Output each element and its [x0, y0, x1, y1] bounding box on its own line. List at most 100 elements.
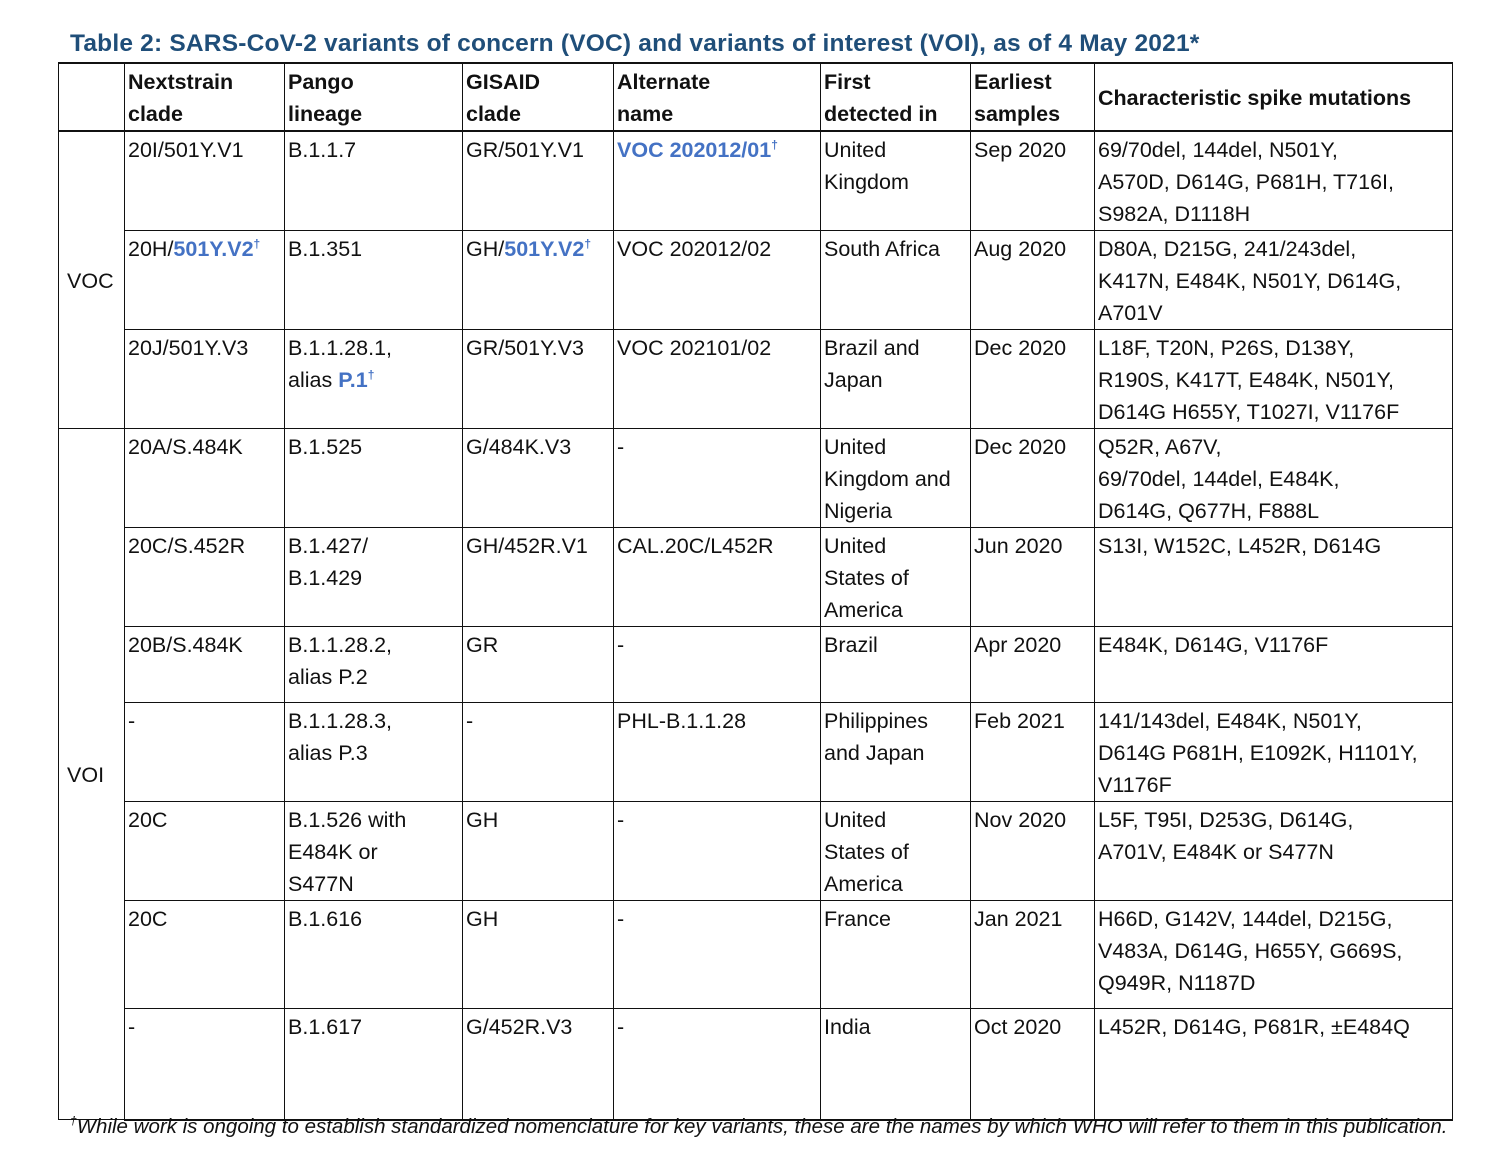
- cell-spike-mutations: S13I, W152C, L452R, D614G: [1094, 527, 1453, 627]
- dagger-mark: †: [584, 236, 592, 251]
- highlighted-name: 501Y.V2: [504, 237, 585, 261]
- table-row: 20C B.1.526 with E484K or S477N GH - United …: [59, 801, 1453, 901]
- header-group: [58, 62, 125, 132]
- cell-pango-lineage: B.1.526 with E484K or S477N: [284, 801, 463, 901]
- cell-pango-lineage: B.1.1.28.3, alias P.3: [284, 702, 463, 802]
- cell-nextstrain-clade: 20A/S.484K: [124, 428, 285, 528]
- cell-earliest-samples: Jun 2020: [970, 527, 1095, 627]
- cell-nextstrain-clade: 20B/S.484K: [124, 626, 285, 703]
- dagger-mark: †: [253, 236, 261, 251]
- cell-first-detected: United Kingdom and Nigeria: [820, 428, 971, 528]
- cell-first-detected: Brazil and Japan: [820, 329, 971, 429]
- cell-spike-mutations: L18F, T20N, P26S, D138Y, R190S, K417T, E…: [1094, 329, 1453, 429]
- dagger-mark: †: [70, 1114, 77, 1129]
- cell-first-detected: India: [820, 1008, 971, 1121]
- cell-nextstrain-clade: 20C: [124, 801, 285, 901]
- cell-pango-lineage: B.1.1.7: [284, 130, 463, 231]
- cell-alternate-name: -: [613, 626, 821, 703]
- header-alternate-name: Alternate name: [613, 62, 821, 132]
- cell-pango-lineage: B.1.1.28.1, alias P.1†: [284, 329, 463, 429]
- cell-nextstrain-clade: -: [124, 1008, 285, 1121]
- cell-alternate-name: PHL-B.1.1.28: [613, 702, 821, 802]
- cell-spike-mutations: 141/143del, E484K, N501Y, D614G P681H, E…: [1094, 702, 1453, 802]
- footnote-text: While work is ongoing to establish stand…: [76, 1115, 1448, 1138]
- cell-spike-mutations: L5F, T95I, D253G, D614G, A701V, E484K or…: [1094, 801, 1453, 901]
- cell-alternate-name: -: [613, 428, 821, 528]
- cell-alternate-name: VOC 202101/02: [613, 329, 821, 429]
- table-row: 20J/501Y.V3 B.1.1.28.1, alias P.1† GR/501Y…: [59, 329, 1453, 429]
- cell-nextstrain-clade: 20C: [124, 900, 285, 1009]
- cell-gisaid-clade: GH/452R.V1: [462, 527, 614, 627]
- cell-first-detected: France: [820, 900, 971, 1009]
- header-pango-lineage: Pango lineage: [284, 62, 463, 132]
- cell-gisaid-clade: G/484K.V3: [462, 428, 614, 528]
- header-row: Nextstrain clade Pango lineage GISAID clad…: [58, 62, 1453, 132]
- cell-gisaid-clade: GH: [462, 900, 614, 1009]
- cell-spike-mutations: D80A, D215G, 241/243del, K417N, E484K, N…: [1094, 230, 1453, 330]
- highlighted-name: P.1: [338, 368, 368, 392]
- highlighted-name: VOC 202012/01: [617, 138, 772, 162]
- cell-spike-mutations: Q52R, A67V, 69/70del, 144del, E484K, D61…: [1094, 428, 1453, 528]
- group-label-voc: VOC: [58, 130, 125, 429]
- cell-nextstrain-clade: 20J/501Y.V3: [124, 329, 285, 429]
- cell-alternate-name: -: [613, 1008, 821, 1121]
- cell-gisaid-clade: GH: [462, 801, 614, 901]
- highlighted-name: 501Y.V2: [173, 237, 254, 261]
- header-gisaid-clade: GISAID clade: [462, 62, 614, 132]
- cell-spike-mutations: 69/70del, 144del, N501Y, A570D, D614G, P…: [1094, 130, 1453, 231]
- cell-text: 20H/: [128, 237, 174, 261]
- cell-gisaid-clade: G/452R.V3: [462, 1008, 614, 1121]
- header-nextstrain-clade: Nextstrain clade: [124, 62, 285, 132]
- cell-gisaid-clade: GR/501Y.V3: [462, 329, 614, 429]
- cell-spike-mutations: E484K, D614G, V1176F: [1094, 626, 1453, 703]
- table-row: 20H/501Y.V2† B.1.351 GH/501Y.V2† VOC 202012…: [59, 230, 1453, 330]
- cell-pango-lineage: B.1.525: [284, 428, 463, 528]
- header-earliest-samples: Earliest samples: [970, 62, 1095, 132]
- cell-earliest-samples: Dec 2020: [970, 428, 1095, 528]
- cell-earliest-samples: Nov 2020: [970, 801, 1095, 901]
- cell-alternate-name: VOC 202012/01†: [613, 130, 821, 231]
- cell-spike-mutations: L452R, D614G, P681R, ±E484Q: [1094, 1008, 1453, 1121]
- table-title: Table 2: SARS-CoV-2 variants of concern …: [70, 30, 1200, 57]
- cell-spike-mutations: H66D, G142V, 144del, D215G, V483A, D614G…: [1094, 900, 1453, 1009]
- group-label-voi: VOI: [58, 428, 125, 1120]
- table-row: VOC 20I/501Y.V1 B.1.1.7 GR/501Y.V1 VOC 20201…: [58, 130, 1453, 429]
- cell-earliest-samples: Jan 2021: [970, 900, 1095, 1009]
- dagger-mark: †: [367, 367, 375, 382]
- footnote: †While work is ongoing to establish stan…: [70, 1112, 1460, 1142]
- table-row: VOI 20A/S.484K B.1.525 G/484K.V3- United Kin…: [58, 428, 1453, 1120]
- cell-earliest-samples: Dec 2020: [970, 329, 1095, 429]
- cell-nextstrain-clade: 20I/501Y.V1: [124, 130, 285, 231]
- cell-pango-lineage: B.1.616: [284, 900, 463, 1009]
- table-row: 20B/S.484K B.1.1.28.2, alias P.2 GR - Brazil…: [59, 626, 1453, 703]
- cell-pango-lineage: B.1.351: [284, 230, 463, 330]
- cell-pango-lineage: B.1.617: [284, 1008, 463, 1121]
- cell-first-detected: United States of America: [820, 801, 971, 901]
- cell-earliest-samples: Oct 2020: [970, 1008, 1095, 1121]
- cell-pango-lineage: B.1.1.28.2, alias P.2: [284, 626, 463, 703]
- cell-earliest-samples: Feb 2021: [970, 702, 1095, 802]
- cell-alternate-name: VOC 202012/02: [613, 230, 821, 330]
- cell-earliest-samples: Aug 2020: [970, 230, 1095, 330]
- cell-first-detected: South Africa: [820, 230, 971, 330]
- cell-gisaid-clade: GR: [462, 626, 614, 703]
- cell-text: GH/: [466, 237, 505, 261]
- cell-gisaid-clade: GH/501Y.V2†: [462, 230, 614, 330]
- header-first-detected: First detected in: [820, 62, 971, 132]
- table-row: 20C B.1.616 GH - France Jan 2021 H66D, G142V, …: [59, 900, 1453, 1009]
- dagger-mark: †: [771, 137, 778, 152]
- cell-text: B.1.1.28.1, alias: [288, 336, 392, 392]
- table-row: - B.1.617 G/452R.V3- India Oct 2020 L452R, D6…: [59, 1008, 1453, 1121]
- header-spike-mutations: Characteristic spike mutations: [1094, 62, 1453, 132]
- cell-first-detected: Brazil: [820, 626, 971, 703]
- cell-pango-lineage: B.1.427/ B.1.429: [284, 527, 463, 627]
- cell-alternate-name: -: [613, 900, 821, 1009]
- cell-alternate-name: CAL.20C/L452R: [613, 527, 821, 627]
- cell-gisaid-clade: GR/501Y.V1: [462, 130, 614, 231]
- cell-first-detected: United States of America: [820, 527, 971, 627]
- table-row: - B.1.1.28.3, alias P.3- PHL-B.1.1.28 Phili…: [59, 702, 1453, 802]
- cell-nextstrain-clade: 20C/S.452R: [124, 527, 285, 627]
- variants-table: Nextstrain clade Pango lineage GISAID clad…: [58, 62, 1453, 1121]
- cell-nextstrain-clade: -: [124, 702, 285, 802]
- cell-first-detected: Philippines and Japan: [820, 702, 971, 802]
